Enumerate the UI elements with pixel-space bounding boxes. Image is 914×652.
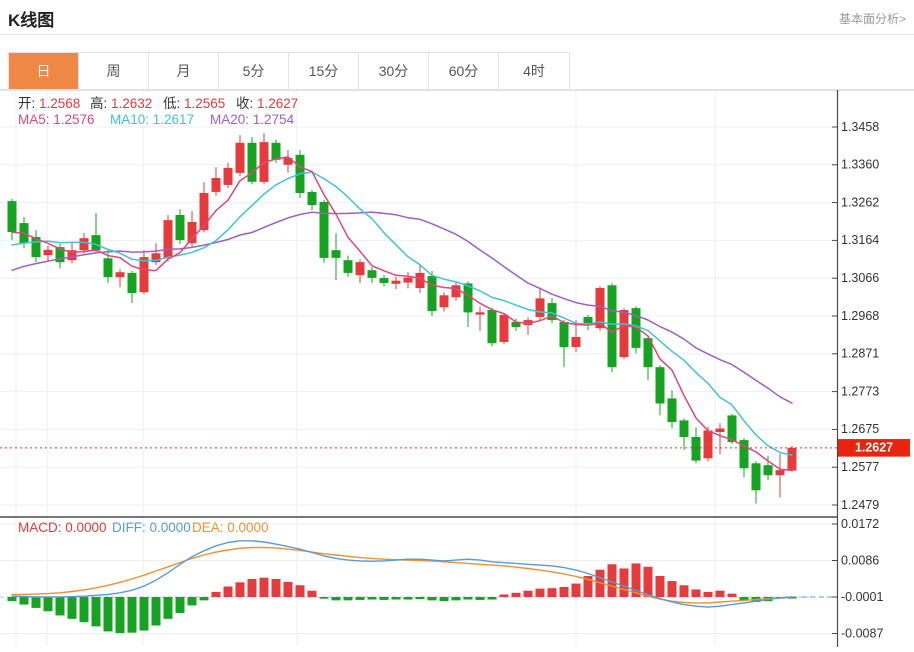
ma5-line xyxy=(11,156,793,472)
ohlc-readout: 开: 1.2568 高: 1.2632 低: 1.2565 收: 1.2627 xyxy=(18,95,298,111)
tab-day[interactable]: 日 xyxy=(9,53,79,89)
kline-chart[interactable]: 1.2627 1.3458 1.3360 1.3262 1.3164 1.3066 1.29… xyxy=(0,90,914,647)
ma-lines xyxy=(11,156,793,472)
svg-text:MA10: 1.2617: MA10: 1.2617 xyxy=(110,112,194,127)
svg-text:0.0086: 0.0086 xyxy=(841,553,879,567)
svg-text:1.3066: 1.3066 xyxy=(841,271,879,285)
svg-text:开: 1.2568: 开: 1.2568 xyxy=(18,96,80,111)
current-price-marker: 1.2627 xyxy=(0,439,910,457)
svg-text:1.2577: 1.2577 xyxy=(841,460,879,474)
macd-histogram xyxy=(7,563,797,634)
tab-15min[interactable]: 15分 xyxy=(289,53,359,89)
ma-readout: MA5: 1.2576 MA10: 1.2617 MA20: 1.2754 xyxy=(18,112,295,127)
grid-layer xyxy=(0,91,837,646)
page-title: K线图 xyxy=(8,11,55,30)
svg-text:1.2871: 1.2871 xyxy=(841,347,879,361)
macd-readout: MACD: 0.0000 DIFF: 0.0000 DEA: 0.0000 xyxy=(18,520,269,535)
price-axis: 1.3458 1.3360 1.3262 1.3164 1.3066 1.2968 1.28… xyxy=(0,90,914,647)
svg-text:1.3262: 1.3262 xyxy=(841,195,879,209)
svg-text:低: 1.2565: 低: 1.2565 xyxy=(163,96,225,111)
current-price-tag xyxy=(838,439,910,457)
svg-text:DEA: 0.0000: DEA: 0.0000 xyxy=(192,520,269,535)
ma20-line xyxy=(11,211,793,404)
svg-text:1.2675: 1.2675 xyxy=(841,422,879,436)
svg-text:-0.0001: -0.0001 xyxy=(841,590,883,604)
svg-text:DIFF: 0.0000: DIFF: 0.0000 xyxy=(112,520,191,535)
ma10-line xyxy=(11,171,793,456)
macd-lines xyxy=(11,540,837,608)
tab-5min[interactable]: 5分 xyxy=(219,53,289,89)
tab-week[interactable]: 周 xyxy=(79,53,149,89)
svg-text:1.2479: 1.2479 xyxy=(841,498,879,512)
svg-text:0.0172: 0.0172 xyxy=(841,517,879,531)
tab-bottom-border xyxy=(0,89,914,90)
svg-text:1.3164: 1.3164 xyxy=(841,233,879,247)
svg-text:高: 1.2632: 高: 1.2632 xyxy=(90,95,152,111)
diff-line xyxy=(11,540,793,608)
svg-text:收: 1.2627: 收: 1.2627 xyxy=(236,96,298,111)
svg-text:1.2773: 1.2773 xyxy=(841,384,879,398)
svg-text:1.2968: 1.2968 xyxy=(841,309,879,323)
fundamental-analysis-link[interactable]: 基本面分析> xyxy=(838,12,906,26)
svg-text:MACD: 0.0000: MACD: 0.0000 xyxy=(18,520,107,535)
title-divider xyxy=(0,34,914,35)
tab-4hour[interactable]: 4时 xyxy=(499,53,569,89)
svg-text:MA20: 1.2754: MA20: 1.2754 xyxy=(210,112,295,127)
tab-month[interactable]: 月 xyxy=(149,53,219,89)
svg-text:1.3458: 1.3458 xyxy=(841,120,879,134)
tab-60min[interactable]: 60分 xyxy=(429,53,499,89)
candles-layer xyxy=(7,133,797,504)
tab-30min[interactable]: 30分 xyxy=(359,53,429,89)
svg-text:1.3360: 1.3360 xyxy=(841,158,879,172)
svg-text:MA5: 1.2576: MA5: 1.2576 xyxy=(18,112,95,127)
svg-text:-0.0087: -0.0087 xyxy=(841,626,883,640)
timeframe-tabs: 日周月 5分 15分 30分 60分 4时 xyxy=(8,52,570,90)
svg-text:1.2627: 1.2627 xyxy=(855,441,893,455)
